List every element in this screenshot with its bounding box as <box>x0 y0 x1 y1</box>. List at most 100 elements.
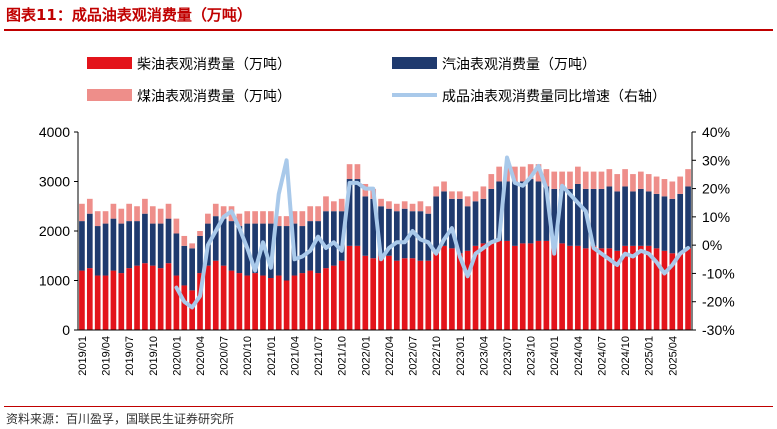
y-right-tick-label: -10% <box>702 265 735 281</box>
bar-kerosene <box>512 166 518 182</box>
y-left-tick-label: 2000 <box>39 223 70 239</box>
x-tick-label: 2022/10 <box>431 336 443 376</box>
bar-gasoline <box>157 223 164 269</box>
bar-gasoline <box>425 213 432 261</box>
bar-diesel <box>449 248 455 330</box>
bar-diesel <box>212 260 219 330</box>
bar-gasoline <box>102 223 109 276</box>
bar-kerosene <box>118 208 125 224</box>
bar-diesel <box>598 248 605 330</box>
bar-diesel <box>504 240 510 330</box>
bar-kerosene <box>575 166 581 184</box>
x-tick-label: 2024/07 <box>597 336 609 376</box>
bar-gasoline <box>220 218 227 266</box>
bar-kerosene <box>189 243 195 249</box>
bar-kerosene <box>464 196 471 207</box>
bar-gasoline <box>685 186 691 249</box>
bar-gasoline <box>433 196 439 251</box>
bar-gasoline <box>488 188 495 241</box>
x-tick-label: 2022/07 <box>408 336 420 376</box>
x-tick-label: 2021/07 <box>313 336 325 376</box>
bar-gasoline <box>275 226 282 276</box>
bar-kerosene <box>126 203 132 222</box>
bar-kerosene <box>205 213 211 224</box>
bar-kerosene <box>315 206 321 222</box>
bar-kerosene <box>401 201 408 209</box>
bar-diesel <box>252 273 258 330</box>
y-right-tick-label: -20% <box>702 294 735 310</box>
bar-gasoline <box>535 181 542 241</box>
bar-diesel <box>401 258 408 330</box>
bar-gasoline <box>370 198 377 259</box>
x-tick-label: 2021/04 <box>290 336 302 376</box>
bar-kerosene <box>299 211 306 227</box>
legend-label-yoy: 成品油表观消费量同比增速（右轴） <box>442 89 666 105</box>
bar-gasoline <box>79 221 85 271</box>
bar-diesel <box>338 260 345 330</box>
y-left-tick-label: 0 <box>62 322 70 338</box>
bar-diesel <box>527 243 534 331</box>
bar-diesel <box>386 255 392 330</box>
y-right-tick-label: 10% <box>702 209 730 225</box>
bar-gasoline <box>173 233 180 276</box>
x-tick-label: 2024/01 <box>549 336 561 376</box>
bar-kerosene <box>386 201 392 209</box>
bar-diesel <box>606 248 613 330</box>
legend-swatch-diesel <box>87 57 132 69</box>
bar-diesel <box>480 243 487 331</box>
bar-kerosene <box>354 164 361 180</box>
bar-diesel <box>425 260 432 330</box>
x-tick-label: 2019/04 <box>101 336 113 376</box>
bar-kerosene <box>378 198 384 207</box>
x-tick-label: 2020/07 <box>219 336 231 376</box>
bar-kerosene <box>661 179 668 197</box>
bar-kerosene <box>559 171 565 189</box>
bar-kerosene <box>409 203 416 212</box>
x-tick-label: 2020/01 <box>171 336 183 376</box>
bar-kerosene <box>488 174 495 189</box>
bar-kerosene <box>567 171 573 189</box>
bar-gasoline <box>118 223 125 274</box>
bar-gasoline <box>212 216 219 261</box>
bar-diesel <box>488 240 495 330</box>
y-left-tick-label: 4000 <box>39 124 70 140</box>
bar-kerosene <box>220 206 227 219</box>
bar-diesel <box>496 240 502 330</box>
bar-gasoline <box>645 191 652 246</box>
bar-diesel <box>165 263 172 330</box>
y-right-tick-label: 40% <box>702 124 730 140</box>
bar-gasoline <box>669 198 676 254</box>
legend: 柴油表观消费量（万吨） 汽油表观消费量（万吨） 煤油表观消费量（万吨） 成品油表… <box>87 57 666 105</box>
bar-diesel <box>638 245 644 330</box>
bar-gasoline <box>346 179 353 246</box>
bar-kerosene <box>79 203 85 222</box>
bar-gasoline <box>354 179 361 246</box>
bar-diesel <box>118 273 125 330</box>
source-note: 资料来源：百川盈孚，国联民生证券研究所 <box>6 412 235 426</box>
bar-kerosene <box>173 218 180 234</box>
y-left-tick-label: 3000 <box>39 174 70 190</box>
bar-diesel <box>299 273 306 330</box>
bar-gasoline <box>590 188 597 246</box>
bar-gasoline <box>378 206 384 256</box>
bar-gasoline <box>630 191 636 246</box>
bar-kerosene <box>157 208 164 224</box>
bar-gasoline <box>449 198 455 249</box>
bar-gasoline <box>307 221 314 271</box>
bar-diesel <box>362 255 369 330</box>
bar-kerosene <box>543 169 550 187</box>
bar-diesel <box>323 268 329 331</box>
bar-diesel <box>582 248 589 330</box>
bar-kerosene <box>165 203 172 219</box>
bar-kerosene <box>307 206 314 222</box>
bar-diesel <box>205 265 211 330</box>
bar-gasoline <box>496 181 502 241</box>
bar-gasoline <box>299 226 306 274</box>
bar-diesel <box>346 245 353 330</box>
bar-kerosene <box>456 191 463 199</box>
bar-kerosene <box>614 174 621 192</box>
bar-gasoline <box>567 188 573 246</box>
bar-diesel <box>677 253 684 330</box>
bar-diesel <box>260 275 266 330</box>
